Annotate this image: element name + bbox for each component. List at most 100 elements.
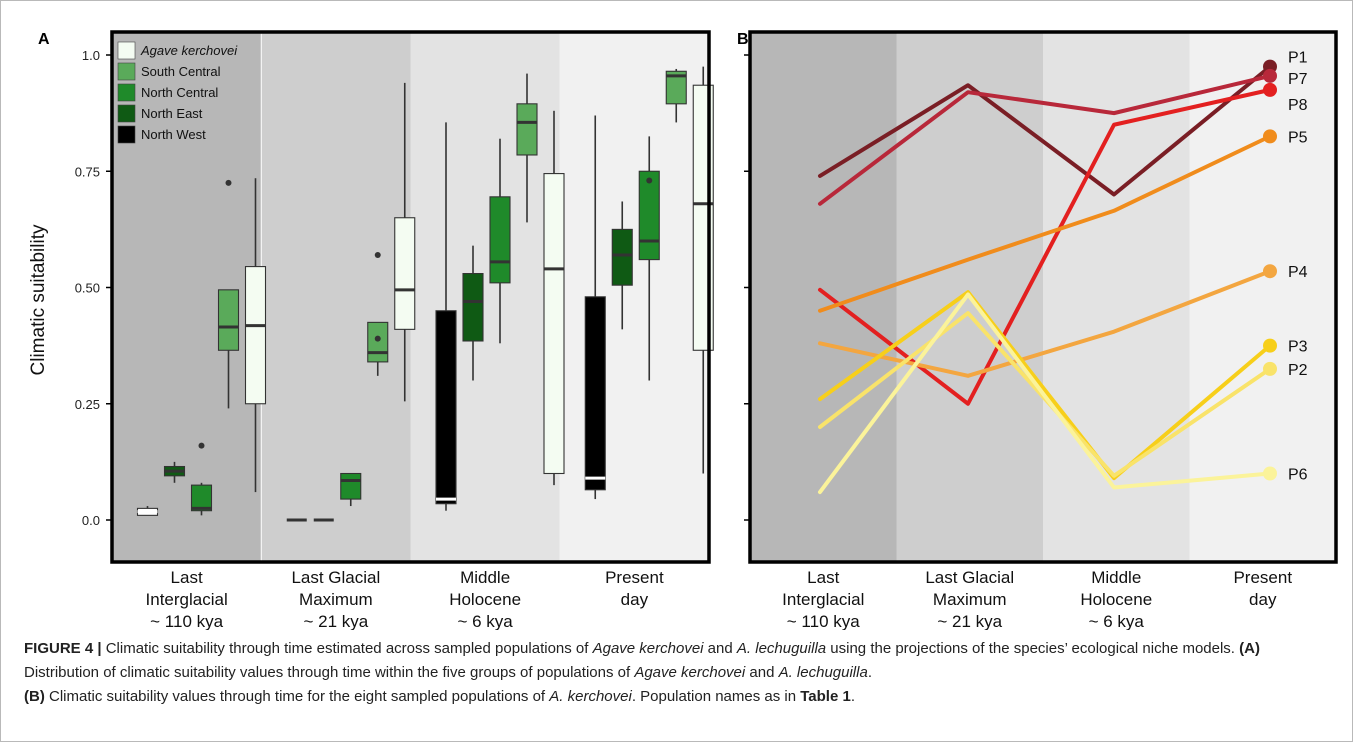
y-tick-label: 0.25 bbox=[75, 397, 100, 412]
series-line-p1 bbox=[818, 64, 1272, 197]
caption-bold: Table 1 bbox=[800, 688, 851, 705]
series-line-p4 bbox=[818, 269, 1272, 378]
series-label-p4: P4 bbox=[1288, 264, 1308, 281]
x-period-label-line: ~ 21 kya bbox=[937, 612, 1002, 630]
box-north-west bbox=[584, 115, 606, 500]
series-end-point-p6 bbox=[1263, 466, 1277, 481]
panel-a-boxes bbox=[136, 66, 714, 522]
legend-label: Agave kerchovei bbox=[140, 43, 238, 58]
x-period-label: Last Interglacial ~ 110 kya bbox=[782, 568, 864, 630]
x-period-label-line: Maximum bbox=[299, 590, 373, 609]
box-north-central bbox=[340, 472, 362, 507]
x-period-label-line: Holocene bbox=[449, 590, 521, 609]
box-outlier bbox=[198, 442, 205, 449]
x-period-label: Present day bbox=[605, 568, 664, 609]
caption-text: . Population names as in bbox=[631, 688, 801, 705]
x-period-label-line: ~ 110 kya bbox=[150, 612, 223, 630]
box-north-central bbox=[489, 138, 511, 344]
box-body bbox=[489, 196, 511, 284]
x-period-label-line: Last Glacial bbox=[925, 568, 1014, 587]
series-end-point-p7 bbox=[1263, 68, 1277, 83]
series-label-p3: P3 bbox=[1288, 339, 1308, 356]
box-body bbox=[394, 217, 416, 330]
box-body bbox=[584, 296, 606, 491]
box-south-central bbox=[217, 179, 240, 409]
panel-b-axes bbox=[744, 30, 1338, 564]
x-period-label-line: day bbox=[1249, 590, 1277, 609]
series-line-p5 bbox=[818, 134, 1272, 313]
x-period-label-line: Present bbox=[605, 568, 664, 587]
box-body bbox=[516, 103, 538, 156]
series-label-p5: P5 bbox=[1288, 129, 1308, 146]
box-body bbox=[462, 272, 484, 342]
caption-label: FIGURE 4 | bbox=[24, 640, 102, 657]
series-end-point-p2 bbox=[1263, 361, 1277, 376]
legend-label: North East bbox=[141, 106, 203, 121]
x-period-label-line: Last bbox=[807, 568, 839, 587]
box-south-central bbox=[516, 73, 538, 223]
panel-b-x-labels: Last Interglacial ~ 110 kya Last Glacial Max… bbox=[782, 568, 1292, 630]
box-south-central bbox=[367, 251, 389, 376]
box-outlier bbox=[374, 335, 381, 342]
x-period-label-line: day bbox=[621, 590, 649, 609]
legend-swatch bbox=[117, 62, 136, 81]
x-period-label-line: Interglacial bbox=[782, 590, 864, 609]
panel-a-legend: Agave kerchovei South Central North Centra… bbox=[117, 41, 238, 144]
box-body bbox=[638, 170, 660, 261]
series-line-p7 bbox=[818, 73, 1272, 206]
box-body bbox=[611, 228, 633, 286]
legend-swatch bbox=[117, 125, 136, 144]
box-south-central bbox=[665, 68, 687, 123]
x-period-label: Present day bbox=[1233, 568, 1292, 609]
series-end-point-p5 bbox=[1263, 129, 1277, 144]
box-body bbox=[435, 310, 457, 505]
box-north-east bbox=[611, 201, 633, 330]
panel-b-period-bg bbox=[1189, 32, 1336, 562]
box-outlier bbox=[646, 177, 653, 184]
series-label-p8: P8 bbox=[1288, 97, 1308, 114]
box-north-central bbox=[638, 136, 660, 381]
box-outlier bbox=[225, 179, 232, 186]
x-period-label: Last Interglacial ~ 110 kya bbox=[146, 568, 228, 630]
box-body bbox=[367, 321, 389, 363]
x-period-label-line: Holocene bbox=[1080, 590, 1152, 609]
panel-a-period-bg bbox=[559, 32, 709, 562]
x-period-label-line: Interglacial bbox=[146, 590, 228, 609]
caption-italic: A. lechuguilla bbox=[778, 664, 868, 681]
panel-b-backgrounds bbox=[750, 32, 1336, 562]
x-period-label-line: ~ 21 kya bbox=[304, 612, 369, 630]
legend-label: North West bbox=[141, 127, 206, 142]
series-line-p3 bbox=[818, 290, 1272, 481]
caption-italic: A. kerchovei bbox=[549, 688, 632, 705]
x-period-label-line: Maximum bbox=[933, 590, 1007, 609]
box-body bbox=[217, 289, 240, 351]
panel-a-y-label: Climatic suitability bbox=[28, 224, 49, 375]
box-body bbox=[665, 70, 687, 105]
panel-a-border bbox=[110, 30, 711, 564]
box-north-east bbox=[163, 461, 186, 483]
box-north-central bbox=[190, 442, 213, 516]
x-period-label-line: ~ 6 kya bbox=[457, 612, 513, 630]
box-body bbox=[244, 266, 267, 405]
caption-text: and bbox=[703, 640, 737, 657]
box-north-west bbox=[435, 122, 457, 511]
series-end-point-p4 bbox=[1263, 264, 1277, 279]
box-agave-kerchovei bbox=[244, 178, 267, 493]
series-label-p6: P6 bbox=[1288, 467, 1308, 484]
box-north-west bbox=[136, 506, 159, 516]
panel-b-border bbox=[748, 30, 1338, 564]
box-body bbox=[543, 173, 565, 475]
panel-a-period-bg bbox=[261, 32, 411, 562]
series-label-p7: P7 bbox=[1288, 71, 1308, 88]
legend-label: North Central bbox=[141, 85, 218, 100]
box-outlier bbox=[374, 251, 381, 258]
x-period-label-line: Middle bbox=[1091, 568, 1141, 587]
x-period-label-line: Present bbox=[1233, 568, 1292, 587]
panel-b-period-bg bbox=[750, 32, 897, 562]
box-north-east bbox=[462, 245, 484, 381]
y-tick-label: 0.50 bbox=[75, 281, 100, 296]
figure-caption: FIGURE 4 | Climatic suitability through … bbox=[24, 637, 1334, 709]
caption-text: Climatic suitability values through time… bbox=[44, 688, 550, 705]
figure-svg: P1 P7 P8 P5 P4 P3 P2 P6 0.0 0.25 0.50 0.75 1.0 Agav… bbox=[28, 30, 1338, 630]
panel-letter-a: A bbox=[38, 31, 50, 48]
